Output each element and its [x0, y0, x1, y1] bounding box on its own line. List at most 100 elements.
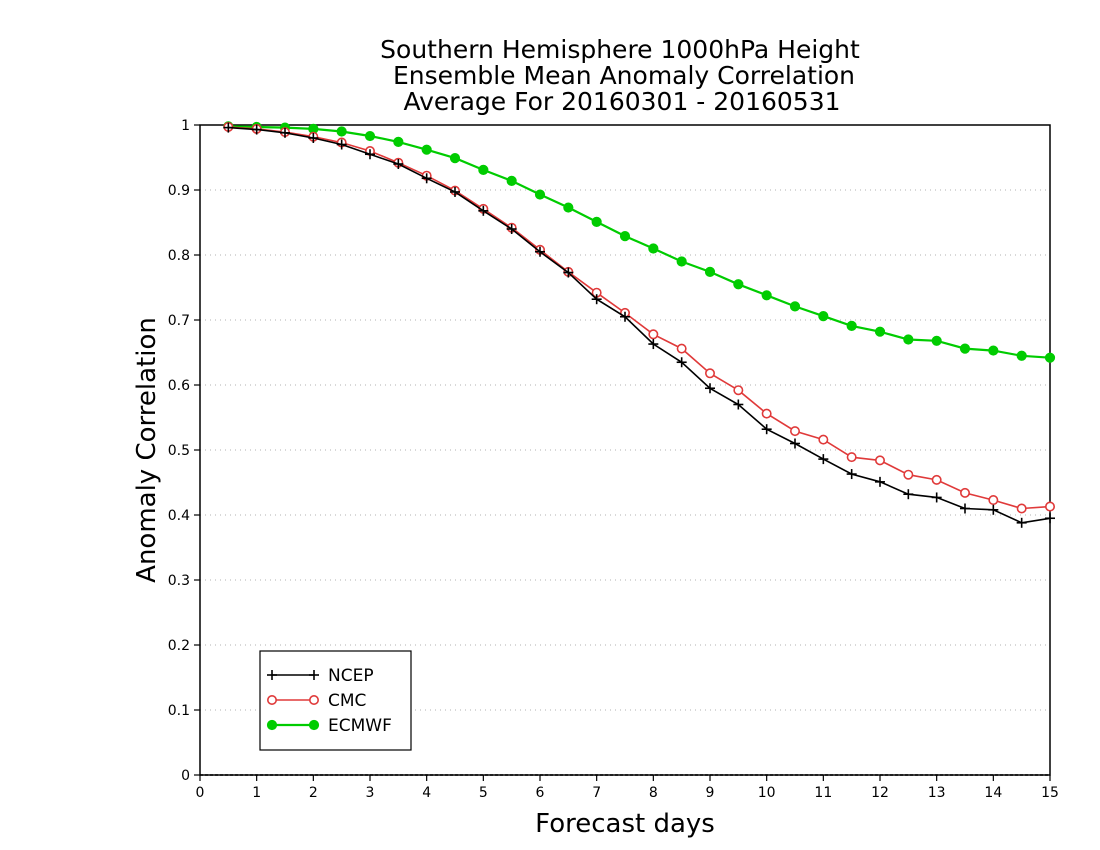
data-point-ecmwf [563, 202, 574, 213]
data-point-ncep [846, 469, 857, 480]
data-point-ncep [535, 246, 545, 257]
data-point-ncep [818, 454, 829, 465]
chart-title-line-1: Southern Hemisphere 1000hPa Height [380, 35, 860, 64]
series-ecmwf [223, 121, 1056, 363]
data-point-cmc [676, 343, 687, 354]
data-point-ecmwf [818, 311, 829, 322]
data-point-ecmwf [591, 216, 602, 227]
legend-marker-ecmwf [266, 719, 278, 731]
data-point-cmc [704, 368, 715, 379]
data-point-cmc [761, 408, 772, 419]
x-tick-label: 13 [928, 785, 946, 801]
data-point-ncep [676, 357, 687, 368]
data-point-ncep [223, 122, 234, 133]
data-point-ecmwf [959, 343, 971, 354]
data-point-ecmwf [704, 266, 716, 277]
data-point-cmc [818, 434, 829, 445]
data-point-cmc [931, 474, 942, 485]
x-tick-label: 8 [649, 785, 658, 801]
x-tick-label: 0 [196, 785, 205, 801]
x-tick-label: 6 [536, 785, 545, 801]
data-point-ecmwf [449, 153, 461, 164]
data-point-cmc [903, 469, 914, 480]
x-tick-label: 1 [252, 785, 261, 801]
data-point-ecmwf [874, 326, 886, 337]
data-point-cmc [874, 455, 885, 466]
data-point-cmc [959, 487, 970, 498]
data-point-ecmwf [1044, 352, 1056, 363]
data-point-ncep [931, 492, 942, 503]
data-point-ecmwf [988, 345, 999, 356]
data-point-ecmwf [931, 335, 942, 346]
x-tick-label: 2 [309, 785, 318, 801]
chart-title-line-2: Ensemble Mean Anomaly Correlation [393, 61, 855, 90]
data-point-ncep [251, 124, 262, 135]
legend-marker-ncep [309, 670, 319, 680]
x-tick-label: 9 [706, 785, 715, 801]
y-tick-label: 0 [181, 768, 190, 784]
legend: NCEP CMC ECMWF [259, 650, 412, 751]
data-point-ncep [761, 424, 772, 435]
data-point-ncep [478, 205, 489, 216]
series-cmc [223, 121, 1056, 514]
data-point-ncep [421, 173, 432, 184]
legend-items: NCEP CMC ECMWF [266, 666, 392, 736]
data-point-ncep [563, 267, 574, 278]
y-tick-label: 0.7 [168, 313, 190, 329]
y-tick-label: 0.4 [168, 508, 190, 524]
data-point-ecmwf [903, 334, 914, 345]
series-ncep [223, 122, 1055, 528]
data-point-ecmwf [534, 189, 546, 200]
data-point-ecmwf [789, 301, 801, 312]
data-point-ecmwf [846, 320, 857, 331]
data-point-ncep [875, 476, 885, 487]
data-point-cmc [1016, 503, 1027, 514]
legend-marker-cmc [308, 694, 319, 705]
y-tick-label: 0.5 [168, 443, 190, 459]
data-point-ncep [620, 311, 630, 322]
x-axis-ticks: 0 1 2 3 4 5 6 7 8 9 10 11 12 13 14 15 [196, 775, 1059, 801]
x-tick-label: 12 [871, 785, 889, 801]
y-tick-label: 0.9 [168, 183, 190, 199]
x-tick-label: 14 [984, 785, 1002, 801]
legend-marker-cmc [266, 694, 277, 705]
data-point-ncep [506, 224, 517, 234]
x-tick-label: 4 [422, 785, 431, 801]
y-tick-label: 0.1 [168, 703, 190, 719]
legend-label-ecmwf: ECMWF [328, 716, 392, 736]
data-point-ecmwf [733, 279, 744, 290]
y-tick-label: 0.3 [168, 573, 190, 589]
y-tick-label: 0.6 [168, 378, 190, 394]
data-point-ecmwf [676, 256, 687, 267]
x-tick-label: 11 [814, 785, 832, 801]
data-point-ecmwf [619, 231, 631, 242]
x-tick-label: 15 [1041, 785, 1059, 801]
data-point-ncep [280, 127, 290, 138]
y-tick-label: 0.8 [168, 248, 190, 264]
data-point-ecmwf [336, 126, 347, 137]
data-point-ncep [705, 383, 715, 394]
legend-item-cmc: CMC [266, 691, 366, 711]
data-point-ecmwf [761, 290, 772, 301]
data-point-ncep [450, 186, 460, 197]
series-line-ncep [228, 126, 1051, 524]
x-tick-label: 7 [592, 785, 601, 801]
data-point-ecmwf [648, 243, 659, 254]
x-tick-label: 5 [479, 785, 488, 801]
data-point-ncep [365, 149, 375, 160]
data-point-ecmwf [1016, 350, 1027, 361]
data-point-ncep [1045, 513, 1055, 524]
data-point-ncep [1016, 517, 1027, 528]
x-tick-label: 3 [366, 785, 375, 801]
data-point-ncep [988, 504, 999, 515]
legend-label-cmc: CMC [328, 691, 366, 711]
data-point-cmc [846, 452, 857, 463]
data-point-cmc [733, 385, 744, 396]
data-point-cmc [1045, 501, 1056, 512]
data-point-cmc [648, 329, 659, 340]
data-point-ncep [393, 159, 404, 169]
y-tick-label: 1 [181, 118, 190, 134]
y-axis-ticks: 0 0.1 0.2 0.3 0.4 0.5 0.6 0.7 0.8 0.9 1 [168, 118, 200, 784]
series-layer [223, 121, 1056, 528]
data-point-ncep [960, 503, 970, 514]
